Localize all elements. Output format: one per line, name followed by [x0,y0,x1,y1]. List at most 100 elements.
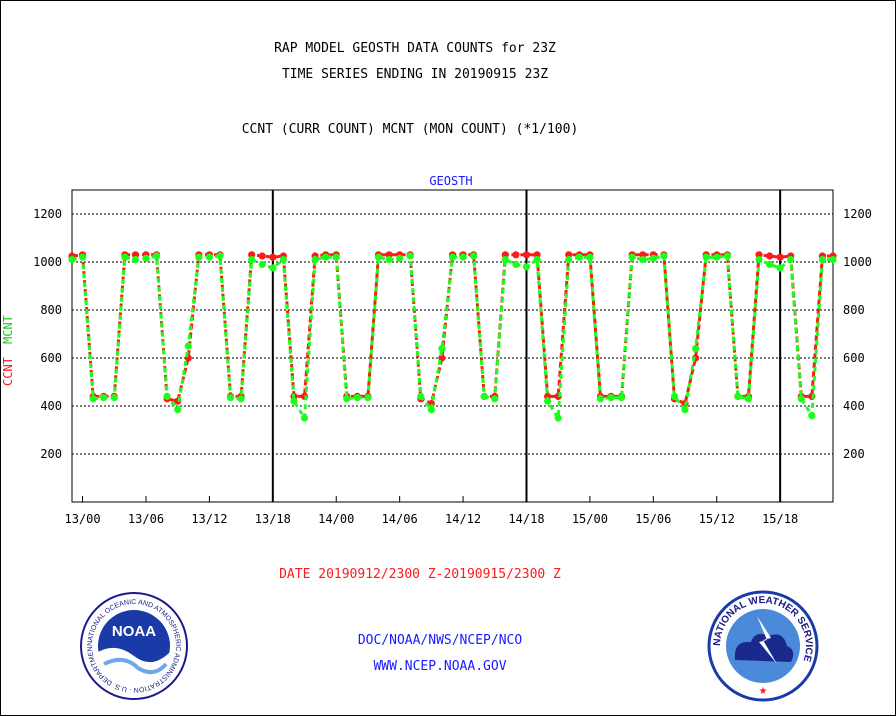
ytick-label-left: 800 [40,303,62,317]
data-point-mcnt [744,395,753,403]
data-point-mcnt [691,344,700,352]
ylabel-ccnt: CCNT [1,357,15,386]
data-point-mcnt [596,395,605,403]
data-point-mcnt [787,256,795,264]
xtick-label: 15/06 [635,512,671,526]
data-point-mcnt [322,253,330,261]
data-point-mcnt [818,256,827,264]
xtick-label: 13/12 [191,512,227,526]
data-point-mcnt [639,256,647,264]
data-point-mcnt [554,414,562,422]
data-point-ccnt [776,253,784,261]
xtick-label: 13/18 [255,512,291,526]
xtick-label: 15/18 [762,512,798,526]
data-point-mcnt [776,264,784,272]
ylabel-mcnt: MCNT [1,315,15,344]
data-point-ccnt [512,251,520,259]
data-point-mcnt [607,394,615,402]
data-point-mcnt [89,395,97,403]
org-label: DOC/NOAA/NWS/NCEP/NCO [358,633,523,648]
data-point-mcnt [290,397,298,405]
data-point-mcnt [248,256,256,264]
xtick-label: 14/06 [382,512,418,526]
xtick-label: 13/06 [128,512,164,526]
data-point-mcnt [427,406,435,414]
date-range-label: DATE 20190912/2300 Z-20190915/2300 Z [279,567,561,582]
data-point-mcnt [734,392,742,400]
ytick-label-left: 1200 [33,207,62,221]
data-point-mcnt [660,252,668,260]
data-point-ccnt [438,354,446,362]
data-point-mcnt [269,264,277,272]
data-point-mcnt [163,392,171,400]
xtick-label: 14/00 [318,512,354,526]
xtick-label: 14/12 [445,512,481,526]
data-point-mcnt [406,252,414,260]
ytick-label-left: 1000 [33,255,62,269]
data-point-mcnt [491,395,499,403]
ytick-label-right: 1000 [843,255,872,269]
xtick-label: 13/00 [65,512,101,526]
series-line-mcnt [71,254,833,423]
data-point-mcnt [131,256,140,264]
data-point-mcnt [723,252,731,260]
data-point-mcnt [480,392,488,400]
data-point-mcnt [100,394,108,402]
data-point-mcnt [459,253,467,261]
data-point-mcnt [152,252,161,260]
data-point-mcnt [797,395,805,403]
data-point-mcnt [142,254,150,262]
data-point-mcnt [702,253,710,261]
data-point-ccnt [522,251,531,259]
xtick-label: 15/12 [699,512,735,526]
data-point-mcnt [68,256,76,264]
data-point-mcnt [311,256,319,264]
data-point-mcnt [396,254,404,262]
data-point-mcnt [205,253,214,261]
data-point-mcnt [586,253,594,261]
data-point-mcnt [628,253,636,261]
ytick-label-right: 200 [843,447,865,461]
data-point-mcnt [343,395,351,403]
chart-title: GEOSTH [429,174,472,188]
ytick-label-right: 1200 [843,207,872,221]
data-point-mcnt [565,256,573,264]
data-point-mcnt [364,394,372,402]
plot-border [71,189,834,503]
data-point-mcnt [533,256,541,264]
ytick-label-right: 800 [843,303,865,317]
data-point-mcnt [385,256,393,264]
data-point-mcnt [522,263,531,271]
data-point-mcnt [417,392,425,400]
data-point-mcnt [216,252,224,260]
data-point-mcnt [174,406,182,414]
data-point-mcnt [512,260,520,268]
data-point-mcnt [237,395,245,403]
data-point-mcnt [765,260,774,268]
url-link[interactable]: WWW.NCEP.NOAA.GOV [373,659,506,674]
data-point-mcnt [374,253,383,261]
data-point-mcnt [501,256,509,264]
star-icon: ★ [759,686,768,697]
data-point-mcnt [829,256,837,264]
data-point-mcnt [226,394,235,402]
data-point-mcnt [121,253,129,261]
data-point-mcnt [195,253,203,261]
data-point-mcnt [649,254,657,262]
ytick-label-left: 600 [40,351,62,365]
noaa-logo-text: NOAA [112,623,156,640]
data-point-mcnt [353,394,361,402]
nws-logo: ★ NATIONAL WEATHER SERVICE [707,590,819,702]
data-point-mcnt [279,256,287,264]
ytick-label-right: 600 [843,351,865,365]
data-point-mcnt [332,253,340,261]
data-point-mcnt [470,252,478,260]
series-line-ccnt [71,253,833,406]
data-point-mcnt [681,406,689,414]
data-point-mcnt [713,253,721,261]
ytick-label-right: 400 [843,399,865,413]
header-line1: RAP MODEL GEOSTH DATA COUNTS for 23Z [274,41,556,56]
data-point-mcnt [300,414,309,422]
data-point-mcnt [618,394,626,402]
